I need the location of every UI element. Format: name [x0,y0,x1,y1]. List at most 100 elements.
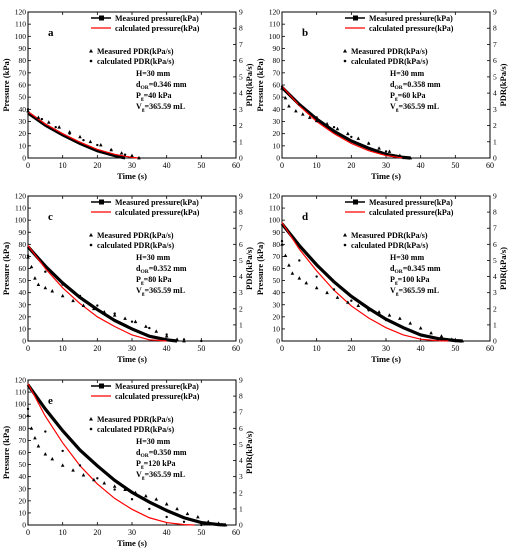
x-tick-label: 10 [313,161,321,170]
measured-pdr-marker [130,153,134,157]
measured-pdr-marker [325,290,329,295]
calculated-pressure-line [27,111,139,159]
calculated-pdr-marker [280,239,284,243]
y-tick-label-left: 100 [269,216,281,225]
measured-pressure-line [280,86,411,160]
measured-pdr-marker [460,339,465,343]
y-tick-label-left: 0 [276,154,280,163]
legend-calculated-pressure: calculated pressure(kPa) [369,208,454,217]
legend-measured-pdr-marker [89,233,93,237]
measured-pdr-marker [123,487,127,491]
calculated-pdr-marker [130,498,134,501]
measured-pdr-marker [112,313,117,317]
measured-pdr-marker [450,337,454,341]
measured-pdr-marker [314,285,319,290]
calculated-pdr-marker [350,135,353,139]
calculated-pdr-marker [61,449,64,453]
y-tick-label-left: 50 [19,93,27,102]
x-tick-label: 60 [232,161,240,170]
panel-e: 0 10 20 30 40 50 60010203040506070809010011012… [1,376,254,549]
y-tick-label-left: 60 [19,264,27,273]
y-tick-label-right: 2 [493,304,497,313]
x-tick-label: 0 [280,161,284,170]
legend-measured-pdr-marker [89,49,93,53]
x-tick-label: 50 [197,528,205,537]
y-tick-label-left: 10 [19,324,27,333]
calculated-pdr-marker [78,294,82,298]
y-tick-label-left: 70 [19,68,27,77]
param-text: Vg=365.59 mL [136,286,185,297]
legend-calculated-pdr-marker [343,243,347,247]
x-tick-label: 60 [486,344,494,353]
y-axis-label-left: Pressure (kPa) [1,58,11,111]
legend-measured-pressure: Measured pressure(kPa) [115,14,199,23]
x-tick-label: 30 [382,161,390,170]
calculated-pdr-marker [298,259,301,262]
panel-c: 0 10 20 30 40 50 60010203040506070809010011012… [1,192,254,365]
param-text: dOR=0.350 mm [136,448,187,459]
y-tick-label-right: 8 [493,24,497,33]
legend-measured-pressure-marker [353,199,358,205]
y-tick-label-right: 0 [493,154,497,163]
y-tick-label-left: 110 [269,20,280,29]
y-tick-label-left: 90 [273,44,281,53]
calculated-pressure-line [27,245,167,342]
measured-pdr-marker [33,276,37,280]
calculated-pdr-marker [454,339,457,343]
calculated-pdr-marker [82,138,85,142]
y-tick-label-right: 6 [239,240,243,249]
x-tick-label: 0 [26,344,30,353]
calculated-pdr-marker [148,507,151,511]
measured-pdr-marker [175,506,179,511]
x-tick-label: 30 [128,344,136,353]
legend-measured-pdr-marker [89,417,93,421]
y-axis-label-right: PDR(kPa/s) [498,63,508,106]
y-tick-label-right: 4 [239,272,243,281]
calculated-pdr-marker [26,407,30,411]
legend-calculated-pressure: calculated pressure(kPa) [115,208,200,217]
x-tick-label: 60 [232,344,240,353]
measured-pdr-marker [71,468,75,472]
measured-pressure-line [27,111,126,160]
calculated-pdr-marker [26,254,30,257]
measured-pdr-marker [216,521,221,525]
calculated-pdr-marker [148,326,151,330]
legend-measured-pressure: Measured pressure(kPa) [115,382,199,391]
y-tick-label-left: 70 [273,68,281,77]
legend-calculated-pdr: calculated PDR(kPa/s) [97,425,174,434]
y-tick-label-right: 6 [493,240,497,249]
y-tick-label-right: 9 [239,8,243,17]
panel-b: 0 10 20 30 40 50 60010203040506070809010011012… [255,8,508,182]
y-tick-label-left: 0 [22,154,26,163]
legend-measured-pdr-marker [343,49,347,53]
measured-pdr-marker [301,112,305,116]
measured-pdr-marker [182,339,186,343]
measured-pdr-marker [123,316,127,320]
legend-calculated-pdr-marker [343,59,347,63]
plot-frame [27,195,237,342]
y-tick-label-right: 5 [493,72,497,81]
x-tick-label: 20 [347,161,355,170]
calculated-pdr-marker [315,275,318,278]
calculated-pdr-marker [384,318,388,322]
y-tick-label-right: 0 [239,154,243,163]
measured-pdr-marker [164,334,169,338]
measured-pdr-marker [78,134,82,139]
calculated-pressure-line [281,222,449,342]
x-axis-label: Time (s) [117,538,147,548]
y-tick-label-right: 1 [493,137,497,146]
y-tick-label-right: 4 [239,456,243,465]
y-tick-label-left: 120 [15,192,27,201]
y-tick-label-right: 0 [239,521,243,530]
calculated-pdr-marker [78,464,82,467]
measured-pdr-marker [304,281,309,285]
measured-pdr-marker [112,484,117,488]
x-axis-label: Time (s) [371,354,401,364]
y-tick-label-left: 70 [273,252,281,261]
calculated-pdr-marker [113,488,116,491]
legend-calculated-pdr-marker [89,59,93,63]
measured-pdr-marker [223,523,228,527]
measured-pdr-marker [133,319,138,324]
measured-pdr-marker [280,242,284,246]
legend-calculated-pressure: calculated pressure(kPa) [369,24,454,33]
